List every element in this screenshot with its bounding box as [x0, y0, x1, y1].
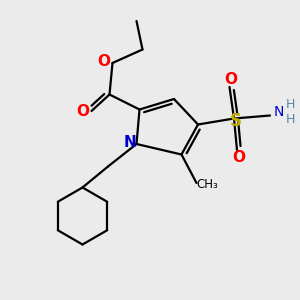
- Text: CH₃: CH₃: [196, 178, 218, 191]
- Text: O: O: [98, 54, 111, 69]
- Text: H: H: [286, 112, 295, 126]
- Text: O: O: [232, 150, 245, 165]
- Text: N: N: [273, 105, 284, 119]
- Text: H: H: [286, 98, 295, 112]
- Text: O: O: [76, 103, 90, 118]
- Text: S: S: [230, 112, 242, 130]
- Text: O: O: [224, 72, 237, 87]
- Text: N: N: [124, 135, 136, 150]
